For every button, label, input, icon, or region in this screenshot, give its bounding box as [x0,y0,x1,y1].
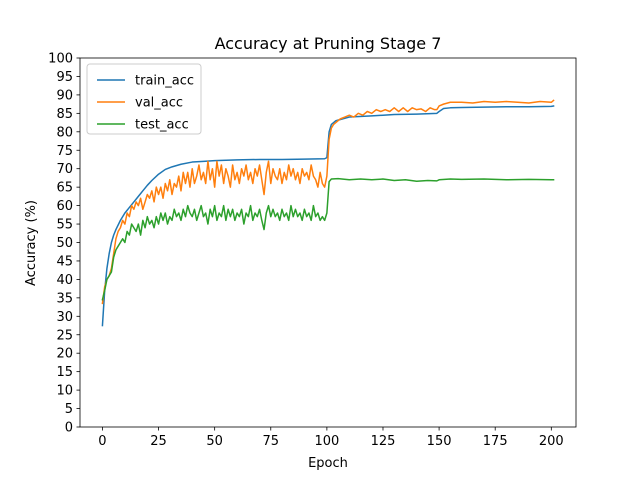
y-tick-label: 30 [56,310,73,325]
legend-label-test_acc: test_acc [135,118,189,133]
y-tick-label: 20 [56,347,73,362]
axes: 0 25 50 75 100 125 150 175 200 0 5 10 15 20 25 30 35 40 45… [48,52,577,449]
y-tick-label: 90 [56,88,73,103]
y-tick-label: 55 [56,218,73,233]
y-tick-label: 50 [56,236,73,251]
x-tick-label: 125 [371,434,396,449]
x-tick-label: 150 [427,434,452,449]
legend-label-val_acc: val_acc [135,96,183,111]
x-tick-label: 0 [98,434,106,449]
y-tick-label: 45 [56,254,73,269]
x-tick-label: 25 [150,434,167,449]
y-tick-label: 40 [56,273,73,288]
y-axis-label: Accuracy (%) [24,200,39,286]
y-tick-label: 80 [56,125,73,140]
x-tick-label: 75 [262,434,279,449]
series-line-train_acc [101,105,555,327]
y-tick-label: 65 [56,181,73,196]
y-tick-label: 60 [56,199,73,214]
legend-label-train_acc: train_acc [135,74,194,89]
legend: train_acc val_acc test_acc [86,63,202,135]
plot-area [101,99,555,327]
y-tick-label: 35 [56,291,73,306]
y-tick-label: 0 [65,421,73,436]
chart-title: Accuracy at Pruning Stage 7 [215,34,442,53]
y-tick-label: 95 [56,70,73,85]
legend-box [86,63,202,135]
y-tick-label: 85 [56,107,73,122]
y-tick-label: 70 [56,162,73,177]
x-tick-label: 200 [539,434,564,449]
y-tick-label: 5 [65,402,73,417]
y-tick-label: 100 [48,52,73,67]
x-axis-label: Epoch [308,456,348,471]
y-tick-label: 15 [56,365,73,380]
series-line-val_acc [101,99,555,305]
x-tick-label: 100 [314,434,339,449]
y-tick-label: 25 [56,328,73,343]
series-line-test_acc [101,177,555,301]
y-tick-label: 75 [56,144,73,159]
x-tick-label: 50 [206,434,223,449]
x-tick-label: 175 [483,434,508,449]
y-tick-label: 10 [56,384,73,399]
